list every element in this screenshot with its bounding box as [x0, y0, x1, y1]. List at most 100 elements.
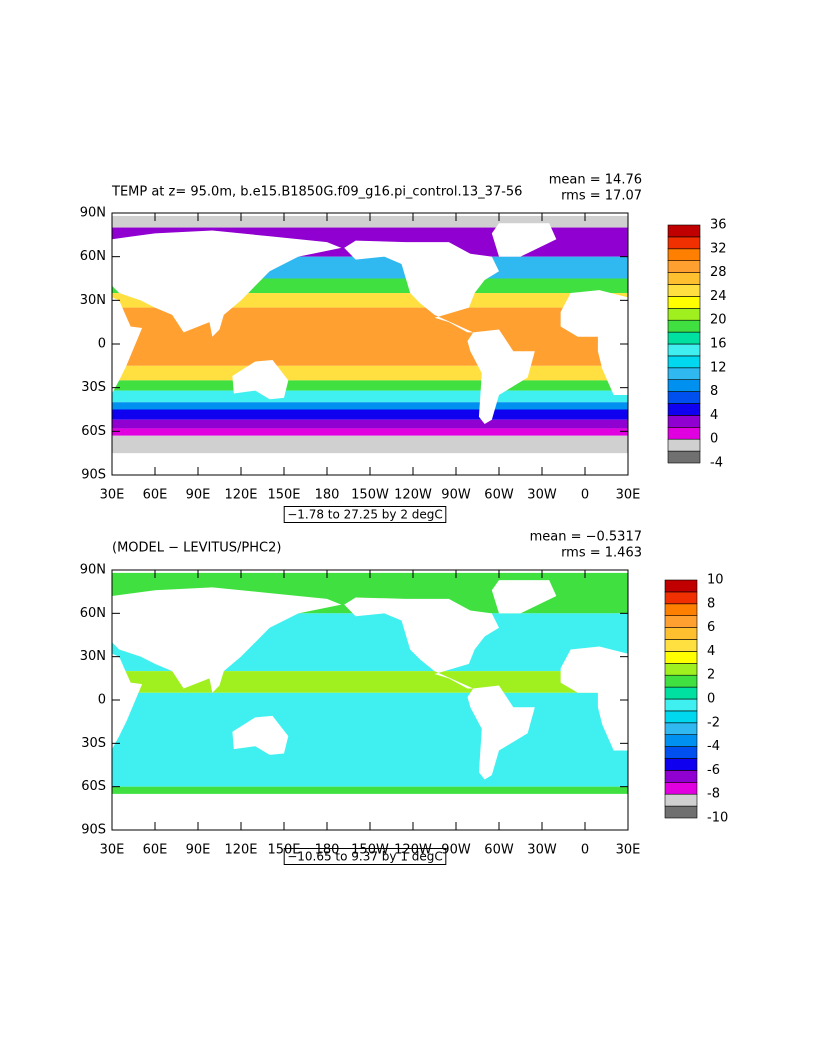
x-tick-label: 30W: [527, 843, 557, 858]
colorbar-box: [664, 710, 698, 724]
contour-band: [112, 428, 628, 436]
colorbar-box: [667, 355, 701, 369]
y-tick-label: 60S: [81, 779, 106, 794]
contour-band: [112, 435, 628, 454]
contour-band: [112, 380, 628, 391]
contour-band: [112, 365, 628, 381]
x-tick-label: 30E: [100, 843, 125, 858]
colorbar-box: [664, 615, 698, 628]
colorbar-box: [664, 639, 698, 652]
colorbar-box: [667, 284, 701, 297]
x-tick-label: 60W: [484, 843, 514, 858]
colorbar-box: [667, 307, 701, 321]
x-tick-label: 90W: [441, 488, 471, 503]
colorbar-box: [664, 627, 698, 640]
colorbar-box: [664, 770, 698, 783]
y-tick-label: 0: [98, 693, 106, 708]
colorbar-label: 4: [707, 644, 715, 659]
colorbar-box: [664, 603, 698, 616]
rms-label: rms = 1.463: [561, 546, 642, 561]
x-tick-label: 30E: [616, 488, 641, 503]
colorbar-label: 6: [707, 620, 715, 635]
colorbar-box: [667, 415, 701, 428]
x-tick-label: 0: [581, 843, 589, 858]
contour-band: [112, 409, 628, 420]
colorbar-label: 0: [707, 692, 715, 707]
land: [344, 240, 499, 333]
colorbar-label: -4: [710, 456, 723, 471]
x-tick-label: 90E: [186, 488, 211, 503]
land: [560, 646, 628, 751]
range-box: [283, 506, 447, 523]
colorbar-box: [667, 426, 701, 440]
colorbar-label: -4: [707, 739, 720, 754]
x-tick-label: 150W: [351, 488, 389, 503]
y-tick-label: 30N: [80, 649, 106, 664]
y-tick-label: 30N: [80, 293, 106, 308]
x-tick-label: 180: [315, 488, 340, 503]
x-tick-label: 30E: [100, 488, 125, 503]
colorbar-box: [664, 781, 698, 795]
colorbar-box: [664, 758, 698, 771]
contour-band: [112, 692, 628, 787]
contour-band: [112, 402, 628, 410]
colorbar-label: -2: [707, 715, 720, 730]
x-tick-label: 0: [581, 488, 589, 503]
colorbar-box: [664, 734, 698, 747]
land: [232, 715, 289, 755]
panel-title: (MODEL − LEVITUS/PHC2): [112, 541, 281, 556]
colorbar-box: [667, 450, 701, 464]
colorbar-box: [667, 438, 701, 452]
colorbar-label: 32: [710, 241, 727, 256]
colorbar-label: 8: [710, 384, 718, 399]
y-tick-label: 60N: [80, 606, 106, 621]
y-tick-label: 90N: [80, 206, 106, 221]
colorbar-label: 28: [710, 265, 727, 280]
colorbar-box: [664, 579, 698, 593]
x-tick-label: 150E: [267, 488, 300, 503]
y-tick-label: 60N: [80, 249, 106, 264]
map-field: [112, 215, 628, 454]
colorbar-box: [664, 674, 698, 688]
colorbar-box: [667, 236, 701, 250]
colorbar-label: 12: [710, 360, 727, 375]
colorbar-label: 24: [710, 289, 727, 304]
colorbar-box: [667, 260, 701, 273]
x-tick-label: 90W: [441, 843, 471, 858]
land: [491, 223, 557, 257]
land: [112, 653, 143, 750]
mean-label: mean = −0.5317: [530, 530, 642, 545]
colorbar-box: [664, 805, 698, 819]
colorbar-box: [664, 698, 698, 712]
colorbar-box: [667, 224, 701, 238]
range-label: −10.65 to 9.37 by 1 degC: [287, 850, 443, 864]
y-tick-label: 0: [98, 337, 106, 352]
colorbar-box: [667, 248, 701, 262]
x-tick-label: 30E: [616, 843, 641, 858]
map-field: [112, 572, 628, 794]
y-tick-label: 90S: [81, 823, 106, 838]
land: [232, 360, 289, 400]
land: [112, 230, 342, 337]
panel-title: TEMP at z= 95.0m, b.e15.B1850G.f09_g16.p…: [111, 185, 522, 200]
colorbar-label: -6: [707, 763, 720, 778]
colorbar-label: 20: [710, 313, 727, 328]
land: [467, 685, 535, 780]
contour-band: [112, 419, 628, 429]
x-tick-label: 30W: [527, 488, 557, 503]
x-tick-label: 120E: [224, 488, 257, 503]
land: [491, 580, 557, 614]
colorbar-label: 8: [707, 596, 715, 611]
y-tick-label: 30S: [81, 736, 106, 751]
colorbar-box: [667, 331, 701, 345]
colorbar-box: [667, 403, 701, 416]
x-tick-label: 180: [315, 843, 340, 858]
colorbar-box: [667, 379, 701, 392]
x-tick-label: 120W: [394, 843, 432, 858]
mean-label: mean = 14.76: [549, 173, 642, 188]
x-tick-label: 120E: [224, 843, 257, 858]
contour-band: [112, 215, 628, 228]
colorbar-box: [664, 793, 698, 807]
colorbar-label: 4: [710, 408, 718, 423]
colorbar-box: [664, 746, 698, 759]
